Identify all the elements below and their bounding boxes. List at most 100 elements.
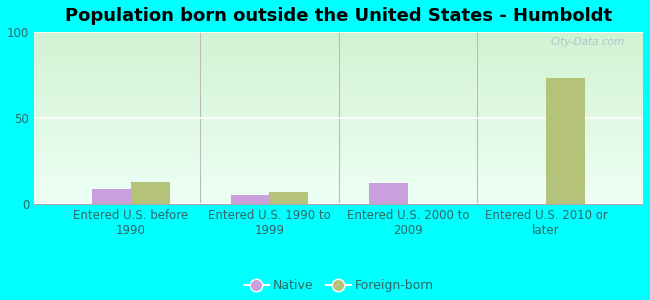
- Bar: [34, 38, 643, 39]
- Bar: [34, 167, 643, 168]
- Bar: [34, 118, 643, 119]
- Bar: [34, 191, 643, 192]
- Bar: [34, 100, 643, 101]
- Bar: [34, 181, 643, 182]
- Bar: [34, 43, 643, 44]
- Bar: [34, 165, 643, 166]
- Bar: [34, 163, 643, 164]
- Bar: [34, 178, 643, 179]
- Text: City-Data.com: City-Data.com: [551, 37, 625, 47]
- Bar: [546, 79, 585, 204]
- Bar: [34, 108, 643, 109]
- Bar: [34, 39, 643, 40]
- Bar: [34, 69, 643, 70]
- Bar: [34, 87, 643, 88]
- Bar: [34, 62, 643, 63]
- Bar: [34, 117, 643, 118]
- Bar: [34, 65, 643, 66]
- Bar: [34, 41, 643, 42]
- Bar: [34, 145, 643, 146]
- Bar: [34, 151, 643, 152]
- Bar: [34, 59, 643, 60]
- Bar: [131, 182, 170, 204]
- Bar: [34, 194, 643, 195]
- Bar: [34, 176, 643, 177]
- Bar: [34, 46, 643, 47]
- Bar: [34, 202, 643, 203]
- Bar: [34, 73, 643, 74]
- Bar: [34, 124, 643, 125]
- Bar: [34, 155, 643, 156]
- Bar: [34, 160, 643, 161]
- Bar: [34, 141, 643, 142]
- Bar: [34, 143, 643, 144]
- Bar: [34, 146, 643, 147]
- Bar: [34, 187, 643, 188]
- Bar: [34, 132, 643, 133]
- Bar: [34, 54, 643, 55]
- Bar: [34, 112, 643, 113]
- Bar: [34, 182, 643, 183]
- Bar: [34, 58, 643, 59]
- Bar: [34, 148, 643, 149]
- Bar: [34, 86, 643, 87]
- Bar: [34, 81, 643, 82]
- Bar: [34, 186, 643, 187]
- Bar: [34, 173, 643, 174]
- Bar: [34, 130, 643, 131]
- Bar: [34, 147, 643, 148]
- Bar: [34, 164, 643, 165]
- Bar: [34, 50, 643, 51]
- Bar: [34, 76, 643, 77]
- Bar: [231, 195, 269, 204]
- Bar: [34, 135, 643, 136]
- Bar: [34, 162, 643, 163]
- Bar: [34, 68, 643, 69]
- Bar: [34, 34, 643, 35]
- Bar: [34, 90, 643, 91]
- Bar: [34, 126, 643, 127]
- Bar: [34, 52, 643, 53]
- Bar: [34, 93, 643, 94]
- Bar: [34, 35, 643, 36]
- Bar: [34, 161, 643, 162]
- Bar: [34, 63, 643, 64]
- Bar: [34, 101, 643, 102]
- Bar: [34, 177, 643, 178]
- Bar: [34, 122, 643, 123]
- Bar: [34, 56, 643, 57]
- Bar: [34, 64, 643, 65]
- Bar: [34, 185, 643, 186]
- Bar: [369, 183, 408, 204]
- Bar: [34, 95, 643, 96]
- Bar: [269, 192, 308, 204]
- Bar: [34, 184, 643, 185]
- Bar: [34, 134, 643, 135]
- Bar: [34, 42, 643, 43]
- Bar: [34, 198, 643, 199]
- Bar: [34, 193, 643, 194]
- Bar: [34, 75, 643, 76]
- Bar: [34, 67, 643, 68]
- Bar: [34, 192, 643, 193]
- Bar: [34, 170, 643, 171]
- Bar: [34, 200, 643, 201]
- Bar: [34, 139, 643, 140]
- Bar: [34, 57, 643, 58]
- Bar: [34, 85, 643, 86]
- Bar: [34, 195, 643, 196]
- Bar: [34, 99, 643, 100]
- Bar: [34, 96, 643, 97]
- Bar: [34, 47, 643, 48]
- Bar: [34, 105, 643, 106]
- Bar: [34, 168, 643, 169]
- Bar: [34, 189, 643, 190]
- Bar: [34, 183, 643, 184]
- Bar: [34, 83, 643, 84]
- Bar: [34, 84, 643, 85]
- Bar: [34, 55, 643, 56]
- Bar: [34, 74, 643, 75]
- Legend: Native, Foreign-born: Native, Foreign-born: [239, 274, 438, 298]
- Bar: [34, 33, 643, 34]
- Bar: [34, 166, 643, 167]
